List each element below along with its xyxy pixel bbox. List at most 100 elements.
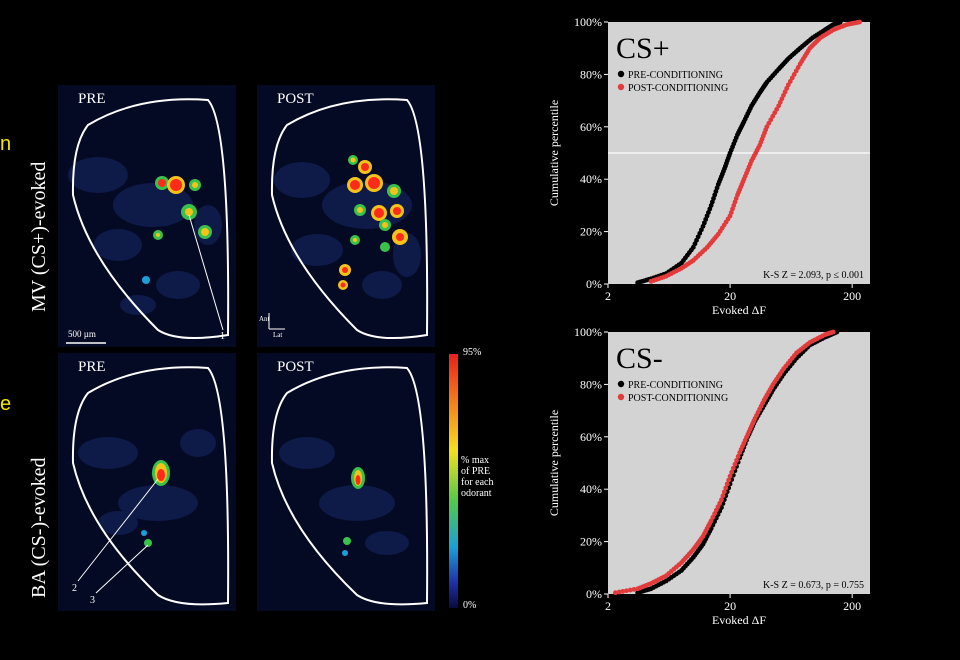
y-tick-label: 80% <box>580 67 602 81</box>
data-point <box>766 120 772 126</box>
data-point <box>834 329 840 335</box>
axis-label-ant: Ant <box>259 315 270 323</box>
image-mv-pre-art <box>66 98 230 344</box>
colorbar-max-label: 95% <box>463 347 482 358</box>
panel-title-pre: PRE <box>78 91 106 107</box>
panel-title-pre: PRE <box>78 359 106 375</box>
data-point <box>789 75 795 81</box>
data-point <box>768 117 774 123</box>
legend-entry: POST-CONDITIONING <box>628 393 728 404</box>
data-point <box>719 497 724 503</box>
data-point <box>721 489 727 495</box>
data-point <box>729 469 735 475</box>
image-ba-post-art <box>270 366 429 606</box>
x-tick-label: 2 <box>605 599 611 613</box>
image-mv-post-art <box>268 98 429 339</box>
y-tick-label: 40% <box>580 172 602 186</box>
colorbar-label: % max of PRE for each odorant <box>461 455 493 499</box>
row-label-cs-minus: BA (CS-)-evoked <box>28 457 50 598</box>
callout-3: 3 <box>90 595 95 606</box>
x-tick-label: 20 <box>724 289 736 303</box>
data-point <box>770 113 776 119</box>
y-tick-label: 100% <box>574 15 602 29</box>
panel-title-post: POST <box>277 91 314 107</box>
x-tick-label: 200 <box>843 599 861 613</box>
image-ba-pre-art <box>71 366 230 606</box>
data-point <box>787 78 793 84</box>
y-axis-label: Cumulative percentile <box>547 100 561 206</box>
x-axis-label: Evoked ΔF <box>712 303 766 317</box>
data-point <box>720 493 726 499</box>
legend-marker <box>617 393 625 401</box>
y-tick-label: 60% <box>580 430 602 444</box>
stat-annotation: K-S Z = 2.093, p ≤ 0.001 <box>763 270 864 281</box>
colorbar-label-line: odorant <box>461 488 492 499</box>
data-point <box>857 19 862 25</box>
x-tick-label: 2 <box>605 289 611 303</box>
y-tick-label: 0% <box>586 587 602 601</box>
data-point <box>793 68 799 74</box>
data-point <box>830 329 836 335</box>
y-axis-label: Cumulative percentile <box>547 410 561 516</box>
x-tick-label: 200 <box>843 289 861 303</box>
colorbar-label-line: % max <box>461 455 490 466</box>
y-tick-label: 40% <box>580 482 602 496</box>
data-point <box>732 461 738 467</box>
data-point <box>613 590 618 596</box>
edge-text-bottom: e <box>0 393 12 415</box>
data-point <box>631 587 637 592</box>
data-point <box>837 19 843 25</box>
legend-marker <box>617 70 625 78</box>
image-mv-pre: PRE 1 500 µm <box>58 85 236 347</box>
image-ba-pre: PRE 2 3 <box>58 353 236 611</box>
data-point <box>785 82 791 88</box>
legend-entry: PRE-CONDITIONING <box>628 380 723 391</box>
y-tick-label: 20% <box>580 225 602 239</box>
legend-entry: POST-CONDITIONING <box>628 83 728 94</box>
data-point <box>627 587 633 593</box>
callout-2: 2 <box>72 583 77 594</box>
data-point <box>620 588 626 594</box>
data-point <box>772 110 778 116</box>
axis-label-lat: Lat <box>273 331 283 339</box>
data-point <box>727 473 733 479</box>
data-point <box>724 481 730 487</box>
data-point <box>726 477 732 483</box>
data-point <box>723 485 729 491</box>
image-ba-post: POST <box>257 353 435 611</box>
x-axis-label: Evoked ΔF <box>712 613 766 627</box>
callout-1: 1 <box>220 331 225 342</box>
x-tick-label: 20 <box>724 599 736 613</box>
data-point <box>795 65 801 70</box>
data-point <box>730 465 736 471</box>
data-point <box>791 72 797 77</box>
legend-marker <box>617 83 625 91</box>
panel-title-post: POST <box>277 359 314 375</box>
colorbar <box>449 354 458 608</box>
chart-cs-plus: 0% 20% 40% 60% 80% 100% 2 20 200 Evoked ΔF Cumulat… <box>547 15 870 317</box>
data-point <box>764 124 770 130</box>
data-point <box>616 589 622 595</box>
chart-title: CS+ <box>616 32 670 65</box>
scale-bar-label: 500 µm <box>68 329 96 339</box>
y-tick-label: 20% <box>580 535 602 549</box>
edge-text-top: n <box>0 133 12 155</box>
legend-marker <box>617 380 625 388</box>
data-point <box>735 454 741 459</box>
chart-title: CS- <box>616 342 663 375</box>
data-point <box>624 588 629 594</box>
stat-annotation: K-S Z = 0.673, p = 0.755 <box>763 580 864 591</box>
data-point <box>774 106 780 112</box>
legend-entry: PRE-CONDITIONING <box>628 70 723 81</box>
y-tick-label: 60% <box>580 120 602 134</box>
y-tick-label: 100% <box>574 325 602 339</box>
chart-cs-minus: 0% 20% 40% 60% 80% 100% 2 20 200 Evoked ΔF Cumulat… <box>547 325 870 627</box>
colorbar-label-line: for each <box>461 477 494 488</box>
y-tick-label: 80% <box>580 377 602 391</box>
colorbar-min-label: 0% <box>463 600 477 611</box>
y-tick-label: 0% <box>586 277 602 291</box>
image-mv-post: POST Lat Ant <box>257 85 435 347</box>
data-point <box>734 457 739 463</box>
row-label-cs-plus: MV (CS+)-evoked <box>28 161 50 312</box>
colorbar-label-line: of PRE <box>461 466 491 477</box>
